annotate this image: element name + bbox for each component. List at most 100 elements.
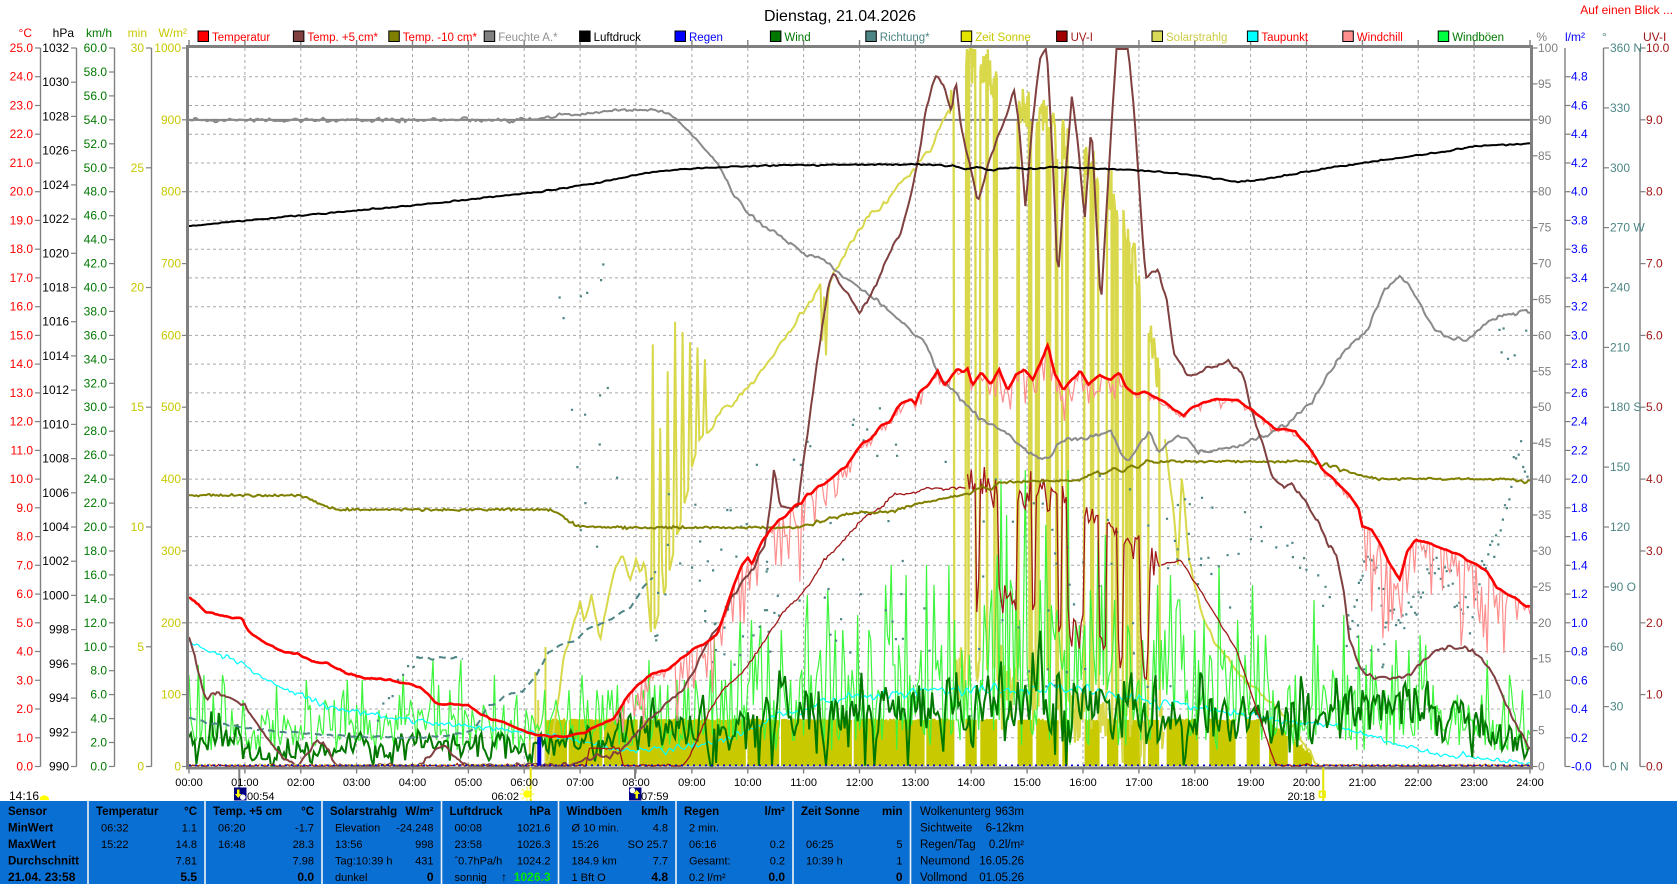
svg-text:1026.3: 1026.3	[514, 870, 551, 884]
svg-text:994: 994	[49, 691, 69, 705]
svg-text:10: 10	[131, 520, 145, 534]
svg-text:2.0: 2.0	[1571, 472, 1588, 486]
svg-text:00:00: 00:00	[175, 777, 203, 789]
svg-text:1.4: 1.4	[1571, 558, 1588, 572]
svg-text:min: min	[128, 26, 147, 40]
svg-text:20.0: 20.0	[10, 185, 34, 199]
svg-text:l/m²: l/m²	[1565, 30, 1585, 44]
svg-text:10.0: 10.0	[1646, 41, 1670, 55]
svg-text:431: 431	[415, 856, 433, 868]
svg-text:km/h: km/h	[86, 26, 112, 40]
svg-text:65: 65	[1538, 293, 1552, 307]
svg-text:2.6: 2.6	[1571, 386, 1588, 400]
svg-text:32.0: 32.0	[84, 376, 108, 390]
svg-text:0.2l/m²: 0.2l/m²	[989, 839, 1024, 851]
svg-text:3.4: 3.4	[1571, 271, 1588, 285]
svg-text:4.4: 4.4	[1571, 127, 1588, 141]
svg-text:Wolkenunterg: Wolkenunterg	[920, 806, 991, 818]
svg-text:24.0: 24.0	[84, 472, 108, 486]
svg-text:270 W: 270 W	[1610, 221, 1645, 235]
svg-text:990: 990	[49, 760, 69, 774]
svg-text:06:00: 06:00	[510, 777, 538, 789]
svg-text:24:00: 24:00	[1516, 777, 1544, 789]
svg-text:Temp. -10 cm*: Temp. -10 cm*	[403, 32, 478, 44]
svg-text:°C: °C	[301, 806, 314, 818]
svg-text:300: 300	[161, 544, 181, 558]
svg-text:10.0: 10.0	[84, 640, 108, 654]
svg-text:1004: 1004	[42, 520, 69, 534]
svg-text:02:00: 02:00	[287, 777, 315, 789]
svg-text:09:00: 09:00	[678, 777, 706, 789]
svg-text:963m: 963m	[995, 806, 1024, 818]
svg-text:19.0: 19.0	[10, 213, 34, 227]
svg-text:3.8: 3.8	[1571, 213, 1588, 227]
svg-text:-1.7: -1.7	[295, 823, 314, 835]
svg-text:1006: 1006	[42, 486, 69, 500]
svg-text:Luftdruck: Luftdruck	[450, 806, 504, 818]
svg-text:Durchschnitt: Durchschnitt	[8, 856, 79, 868]
svg-text:00:08: 00:08	[455, 823, 483, 835]
svg-text:4.0: 4.0	[16, 645, 33, 659]
svg-text:3.0: 3.0	[16, 673, 33, 687]
svg-text:08:00: 08:00	[622, 777, 650, 789]
svg-text:50.0: 50.0	[84, 161, 108, 175]
svg-text:Temp. +5 cm*: Temp. +5 cm*	[307, 32, 378, 44]
svg-text:5.5: 5.5	[180, 870, 197, 884]
svg-text:°C: °C	[19, 26, 33, 40]
svg-text:25: 25	[131, 161, 145, 175]
svg-text:4.0: 4.0	[1571, 185, 1588, 199]
svg-text:4.6: 4.6	[1571, 99, 1588, 113]
svg-text:Tag:10:39 h: Tag:10:39 h	[335, 856, 393, 868]
svg-text:00:54: 00:54	[247, 791, 275, 803]
svg-text:5.0: 5.0	[1646, 400, 1663, 414]
svg-text:500: 500	[161, 400, 181, 414]
svg-text:0.0: 0.0	[768, 870, 785, 884]
svg-text:06:16: 06:16	[689, 839, 717, 851]
svg-text:ˆ0.7hPa/h: ˆ0.7hPa/h	[455, 856, 503, 868]
svg-text:16.0: 16.0	[10, 300, 34, 314]
svg-text:34.0: 34.0	[84, 352, 108, 366]
svg-text:90 O: 90 O	[1610, 580, 1636, 594]
svg-text:6-12km: 6-12km	[986, 823, 1024, 835]
svg-text:7.98: 7.98	[293, 856, 314, 868]
svg-text:Sichtweite: Sichtweite	[920, 823, 972, 835]
svg-text:56.0: 56.0	[84, 89, 108, 103]
svg-text:3.0: 3.0	[1646, 544, 1663, 558]
svg-text:3.6: 3.6	[1571, 242, 1588, 256]
svg-text:Zeit Sonne: Zeit Sonne	[801, 806, 860, 818]
svg-text:15: 15	[1538, 652, 1552, 666]
svg-text:Temperatur: Temperatur	[96, 806, 159, 818]
svg-text:1012: 1012	[42, 383, 69, 397]
svg-text:1.8: 1.8	[1571, 501, 1588, 515]
svg-text:992: 992	[49, 725, 69, 739]
svg-text:1020: 1020	[42, 246, 69, 260]
svg-text:4.8: 4.8	[1571, 70, 1588, 84]
svg-text:16.0: 16.0	[84, 568, 108, 582]
svg-text:Regen: Regen	[684, 806, 719, 818]
svg-text:120: 120	[1610, 520, 1630, 534]
svg-text:100: 100	[1538, 41, 1558, 55]
svg-text:0.8: 0.8	[1571, 645, 1588, 659]
svg-text:06:25: 06:25	[806, 839, 834, 851]
svg-text:6.0: 6.0	[1646, 328, 1663, 342]
svg-text:21.04. 23:58: 21.04. 23:58	[8, 870, 76, 884]
svg-text:400: 400	[161, 472, 181, 486]
svg-text:06:02: 06:02	[491, 791, 519, 803]
svg-text:12:00: 12:00	[846, 777, 874, 789]
svg-text:28.3: 28.3	[293, 839, 314, 851]
svg-text:Regen: Regen	[689, 32, 723, 44]
svg-text:15:00: 15:00	[1013, 777, 1041, 789]
svg-text:06:32: 06:32	[101, 823, 129, 835]
svg-text:6.0: 6.0	[16, 587, 33, 601]
svg-text:4.0: 4.0	[90, 712, 107, 726]
svg-text:24.0: 24.0	[10, 70, 34, 84]
svg-text:1028: 1028	[42, 109, 69, 123]
svg-text:58.0: 58.0	[84, 65, 108, 79]
svg-text:18.0: 18.0	[84, 544, 108, 558]
svg-text:600: 600	[161, 328, 181, 342]
svg-text:15: 15	[131, 400, 145, 414]
svg-text:Feuchte A.*: Feuchte A.*	[498, 32, 558, 44]
svg-text:sonnig: sonnig	[455, 872, 487, 884]
svg-text:MaxWert: MaxWert	[8, 839, 56, 851]
svg-text:Windböen: Windböen	[1452, 32, 1504, 44]
